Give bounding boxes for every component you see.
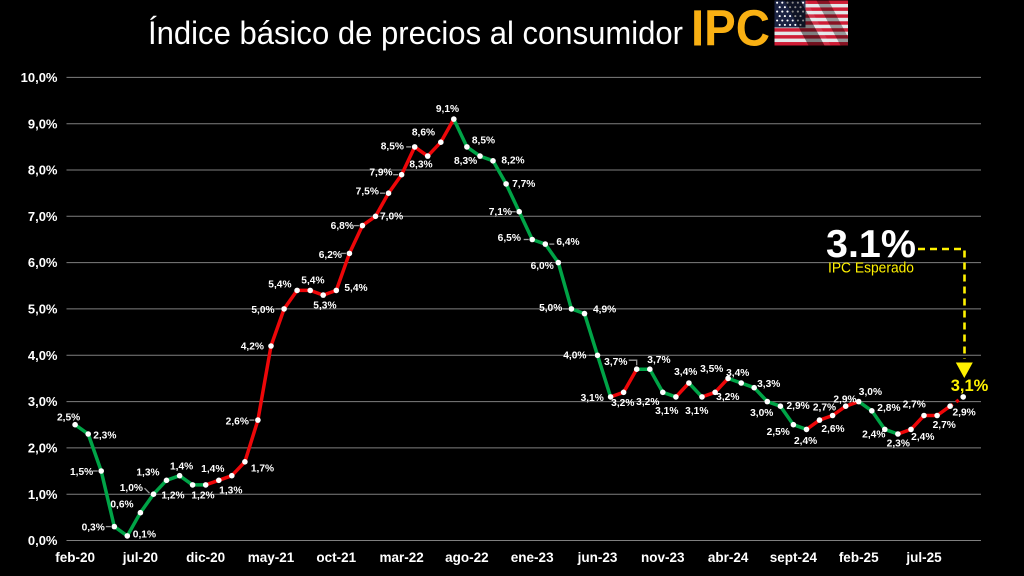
svg-text:1,4%: 1,4%: [170, 462, 193, 473]
svg-text:2,7%: 2,7%: [933, 420, 956, 431]
svg-text:1,0%: 1,0%: [28, 487, 58, 502]
svg-text:3,0%: 3,0%: [750, 408, 773, 419]
svg-text:5,3%: 5,3%: [313, 300, 336, 311]
svg-text:3,3%: 3,3%: [757, 379, 780, 390]
svg-text:7,1%: 7,1%: [489, 207, 512, 218]
svg-text:jul-20: jul-20: [122, 550, 158, 565]
svg-text:0,1%: 0,1%: [133, 529, 156, 540]
svg-text:4,9%: 4,9%: [593, 305, 616, 316]
svg-text:6,8%: 6,8%: [331, 221, 354, 232]
svg-text:6,4%: 6,4%: [556, 237, 579, 248]
svg-text:sept-24: sept-24: [770, 550, 818, 565]
svg-text:3,1%: 3,1%: [685, 406, 708, 417]
svg-text:5,0%: 5,0%: [251, 305, 274, 316]
svg-text:2,6%: 2,6%: [821, 424, 844, 435]
svg-text:6,0%: 6,0%: [531, 261, 554, 272]
svg-text:mar-22: mar-22: [379, 550, 423, 565]
svg-text:abr-24: abr-24: [708, 550, 749, 565]
svg-text:1,2%: 1,2%: [161, 490, 184, 501]
svg-text:2,7%: 2,7%: [903, 400, 926, 411]
svg-text:2,5%: 2,5%: [57, 413, 80, 424]
svg-text:8,5%: 8,5%: [381, 141, 404, 152]
svg-text:3,0%: 3,0%: [859, 387, 882, 398]
svg-text:3.1%: 3.1%: [826, 223, 916, 266]
svg-text:2,3%: 2,3%: [887, 439, 910, 450]
svg-text:5,0%: 5,0%: [539, 303, 562, 314]
svg-text:6,0%: 6,0%: [28, 255, 58, 270]
svg-text:3,4%: 3,4%: [726, 368, 749, 379]
svg-text:oct-21: oct-21: [316, 550, 356, 565]
svg-text:2,4%: 2,4%: [794, 436, 817, 447]
svg-text:2,0%: 2,0%: [28, 441, 58, 456]
svg-text:IPC: IPC: [691, 0, 770, 57]
svg-text:8,5%: 8,5%: [472, 136, 495, 147]
svg-text:3,0%: 3,0%: [28, 394, 58, 409]
svg-text:2,4%: 2,4%: [911, 432, 934, 443]
svg-text:feb-25: feb-25: [839, 550, 879, 565]
svg-text:7,7%: 7,7%: [512, 179, 535, 190]
svg-text:5,4%: 5,4%: [344, 283, 367, 294]
svg-text:4,0%: 4,0%: [28, 348, 58, 363]
svg-text:1,4%: 1,4%: [201, 464, 224, 475]
svg-text:2,3%: 2,3%: [93, 431, 116, 442]
svg-text:feb-20: feb-20: [55, 550, 95, 565]
svg-text:1,5%: 1,5%: [70, 467, 93, 478]
svg-text:jun-23: jun-23: [577, 550, 618, 565]
svg-text:3,2%: 3,2%: [636, 397, 659, 408]
svg-text:jul-25: jul-25: [905, 550, 942, 565]
svg-text:0,6%: 0,6%: [110, 500, 133, 511]
svg-text:2,9%: 2,9%: [787, 401, 810, 412]
svg-text:5,4%: 5,4%: [268, 280, 291, 291]
svg-text:2,9%: 2,9%: [952, 408, 975, 419]
svg-text:ago-22: ago-22: [445, 550, 489, 565]
svg-text:3,1%: 3,1%: [951, 377, 989, 395]
svg-text:5,4%: 5,4%: [301, 276, 324, 287]
svg-text:1,0%: 1,0%: [120, 483, 143, 494]
svg-text:6,5%: 6,5%: [498, 233, 521, 244]
svg-text:3,1%: 3,1%: [581, 393, 604, 404]
svg-text:3,2%: 3,2%: [716, 392, 739, 403]
svg-text:3,4%: 3,4%: [674, 367, 697, 378]
svg-text:Índice básico de precios al co: Índice básico de precios al consumidor: [148, 15, 683, 51]
svg-text:8,3%: 8,3%: [454, 156, 477, 167]
svg-text:2,8%: 2,8%: [877, 403, 900, 414]
svg-text:3,5%: 3,5%: [700, 364, 723, 375]
svg-text:8,2%: 8,2%: [501, 155, 524, 166]
svg-text:3,7%: 3,7%: [604, 357, 627, 368]
svg-text:7,0%: 7,0%: [380, 212, 403, 223]
svg-text:7,9%: 7,9%: [369, 168, 392, 179]
svg-text:3,1%: 3,1%: [655, 406, 678, 417]
svg-text:ene-23: ene-23: [511, 550, 554, 565]
svg-text:1,3%: 1,3%: [136, 468, 159, 479]
svg-text:4,0%: 4,0%: [563, 351, 586, 362]
svg-text:8,6%: 8,6%: [412, 127, 435, 138]
svg-text:1,2%: 1,2%: [191, 490, 214, 501]
svg-text:3,7%: 3,7%: [647, 355, 670, 366]
svg-text:7,5%: 7,5%: [356, 187, 379, 198]
svg-text:9,0%: 9,0%: [28, 116, 58, 131]
svg-text:2,9%: 2,9%: [833, 395, 856, 406]
svg-text:9,1%: 9,1%: [436, 104, 459, 115]
svg-text:7,0%: 7,0%: [28, 209, 58, 224]
svg-text:2,7%: 2,7%: [813, 403, 836, 414]
svg-text:may-21: may-21: [248, 550, 295, 565]
svg-text:dic-20: dic-20: [186, 550, 225, 565]
svg-text:3,2%: 3,2%: [611, 398, 634, 409]
svg-text:IPC Esperado: IPC Esperado: [828, 260, 914, 277]
svg-text:2,4%: 2,4%: [862, 430, 885, 441]
svg-text:2,6%: 2,6%: [226, 416, 249, 427]
svg-text:nov-23: nov-23: [641, 550, 685, 565]
svg-text:8,3%: 8,3%: [409, 159, 432, 170]
svg-text:1,7%: 1,7%: [251, 464, 274, 475]
svg-text:0,3%: 0,3%: [82, 523, 105, 534]
svg-text:10,0%: 10,0%: [21, 70, 58, 85]
svg-text:4,2%: 4,2%: [241, 342, 264, 353]
svg-text:0,0%: 0,0%: [28, 533, 58, 548]
svg-text:1,3%: 1,3%: [219, 486, 242, 497]
svg-text:8,0%: 8,0%: [28, 163, 58, 178]
svg-text:5,0%: 5,0%: [28, 302, 58, 317]
svg-text:2,5%: 2,5%: [767, 427, 790, 438]
svg-text:6,2%: 6,2%: [319, 250, 342, 261]
